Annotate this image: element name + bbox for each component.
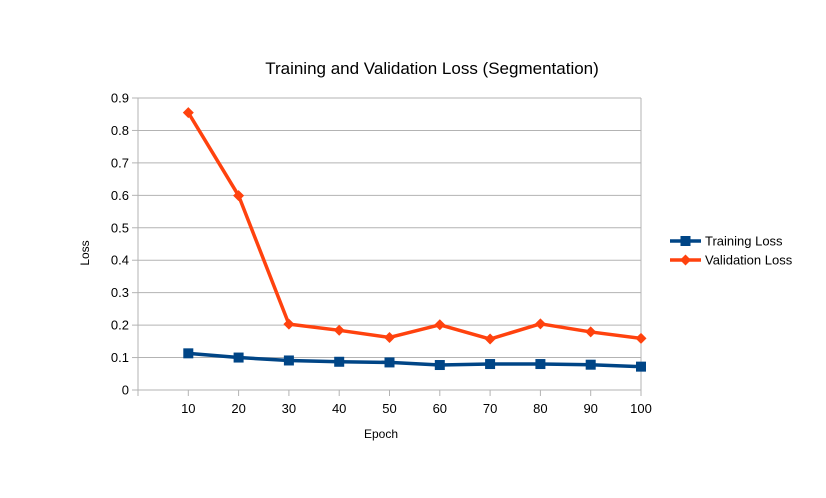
x-tick-label: 10	[181, 401, 195, 416]
data-point	[233, 352, 244, 363]
x-axis-ticks: 10 20 30 40 50 60 70 80 90 100	[137, 390, 652, 416]
data-point	[333, 324, 345, 336]
x-tick-label: 50	[382, 401, 396, 416]
data-point	[384, 331, 395, 343]
data-point	[585, 326, 597, 338]
legend-marker	[680, 254, 691, 266]
y-tick-label: 0.8	[111, 123, 129, 138]
data-point	[233, 190, 245, 202]
x-tick-label: 30	[282, 401, 296, 416]
data-point	[484, 333, 496, 345]
x-tick-label: 80	[533, 401, 547, 416]
y-tick-label: 0.9	[111, 91, 129, 106]
axes	[137, 98, 642, 391]
series-line	[188, 351, 642, 369]
data-point	[635, 332, 647, 344]
y-tick-label: 0.7	[111, 155, 129, 170]
y-tick-label: 0.4	[111, 253, 129, 268]
data-point	[182, 107, 194, 119]
x-tick-label: 20	[231, 401, 245, 416]
data-point	[334, 356, 345, 367]
legend-marker	[680, 236, 691, 246]
x-tick-label: 70	[483, 401, 497, 416]
data-point	[534, 318, 546, 330]
data-point	[283, 318, 295, 330]
legend-label: Training Loss	[705, 234, 783, 249]
x-tick-label: 60	[433, 401, 447, 416]
data-point	[183, 348, 194, 359]
series-line	[186, 111, 642, 341]
data-point	[384, 357, 395, 368]
y-tick-label: 0.1	[111, 350, 129, 365]
legend-item: Validation Loss	[670, 253, 793, 268]
data-point	[434, 319, 446, 331]
series-training-loss	[183, 348, 646, 372]
data-point	[434, 360, 445, 371]
x-tick-label: 90	[583, 401, 597, 416]
y-tick-label: 0.6	[111, 188, 129, 203]
y-axis-label: Loss	[78, 240, 92, 265]
x-tick-label: 40	[332, 401, 346, 416]
x-axis-label: Epoch	[364, 427, 398, 441]
data-point	[283, 355, 294, 366]
legend-item: Training Loss	[670, 234, 783, 249]
chart-title: Training and Validation Loss (Segmentati…	[265, 59, 599, 78]
data-point	[485, 359, 496, 370]
data-point	[585, 359, 596, 370]
series-validation-loss	[182, 107, 647, 345]
legend: Training Loss Validation Loss	[670, 234, 793, 268]
gridlines	[138, 97, 641, 391]
data-point	[636, 361, 646, 372]
y-axis-ticks: 0 0.1 0.2 0.3 0.4 0.5 0.6 0.7 0.8 0.9	[111, 91, 138, 398]
y-tick-label: 0.2	[111, 318, 129, 333]
x-tick-label: 100	[630, 401, 652, 416]
series-group	[182, 107, 647, 372]
y-tick-label: 0.3	[111, 285, 129, 300]
data-point	[535, 359, 546, 370]
y-tick-label: 0.5	[111, 220, 129, 235]
legend-label: Validation Loss	[705, 253, 793, 268]
y-tick-label: 0	[122, 383, 129, 398]
